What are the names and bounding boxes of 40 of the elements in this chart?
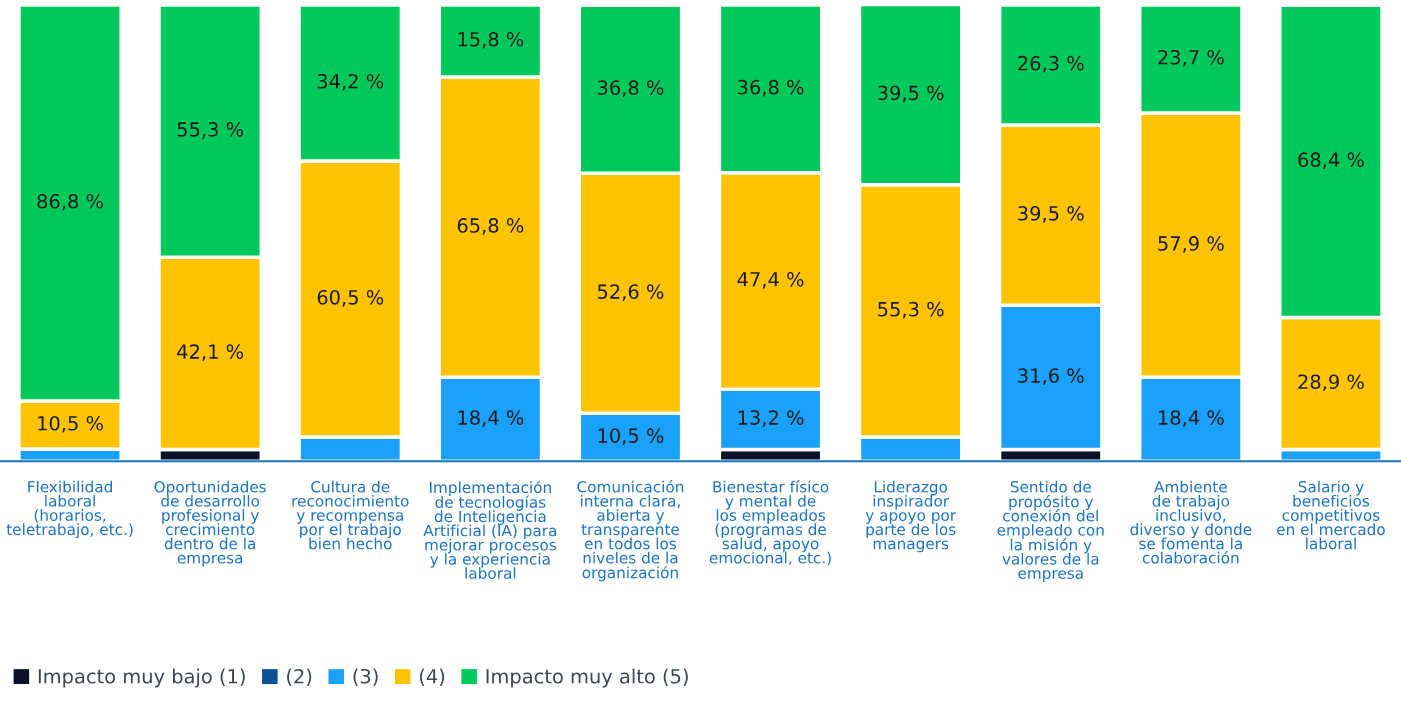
data-label: 86,8 % xyxy=(37,193,103,211)
x-tick-label: Oportunidades de desarrollo profesional y crecimiento dentro de la empresa xyxy=(154,480,266,567)
legend-label: (3) xyxy=(353,668,378,686)
legend-label: (2) xyxy=(287,668,312,686)
data-label: 36,8 % xyxy=(597,80,664,97)
data-label: 15,8 % xyxy=(458,31,524,49)
data-label: 31,6 % xyxy=(1018,368,1084,385)
x-tick-label: Salario y beneficios competitivos en el mercado laboral xyxy=(1277,480,1385,550)
data-label: 13,2 % xyxy=(738,410,804,427)
data-label: 47,4 % xyxy=(737,271,804,289)
data-label: 36,8 % xyxy=(738,79,804,97)
data-label: 65,8 % xyxy=(457,218,524,235)
data-label: 28,9 % xyxy=(1298,374,1364,392)
legend-label: Impacto muy alto (5) xyxy=(486,668,688,688)
data-label: 34,2 % xyxy=(317,73,384,91)
data-label: 23,7 % xyxy=(1158,49,1224,67)
data-label: 18,4 % xyxy=(1159,410,1224,427)
x-tick-label: Sentido de propósito y conexión del empleado con la misión y valores de la empresa xyxy=(997,480,1104,582)
x-tick-label: Comunicación interna clara, abierta y transparente en todos los niveles de la organización xyxy=(577,480,684,582)
data-label: 68,4 % xyxy=(1298,152,1364,170)
x-tick-label: Ambiente de trabajo inclusivo, diverso y donde se fomenta la colaboración xyxy=(1130,480,1252,564)
x-tick-label: Liderazgo inspirador y apoyo por parte de los managers xyxy=(865,480,957,553)
x-tick-label: Implementación de tecnologías de Inteligencia Artificial (IA) para mejorar procesos y la experiencia laboral xyxy=(423,480,557,579)
data-label: 26,3 % xyxy=(1018,55,1084,73)
legend-label: Impacto muy bajo (1) xyxy=(38,668,245,688)
data-label: 55,3 % xyxy=(878,301,944,319)
x-tick-label: Bienestar físico y mental de los empleados (programas de salud, apoyo emocional, etc.) xyxy=(709,480,831,566)
legend-label: (4) xyxy=(419,668,445,686)
data-label: 39,5 % xyxy=(1018,205,1084,223)
x-tick-label: Cultura de reconocimiento y recompensa por el trabajo bien hecho xyxy=(292,480,409,550)
data-label: 57,9 % xyxy=(1158,236,1224,253)
data-label: 10,5 % xyxy=(38,415,103,433)
data-label: 42,1 % xyxy=(177,344,244,361)
data-label: 52,6 % xyxy=(597,284,664,301)
x-tick-label: Flexibilidad laboral (horarios, teletrabajo, etc.) xyxy=(6,480,133,539)
data-label: 39,5 % xyxy=(878,85,944,103)
data-label: 10,5 % xyxy=(598,428,664,445)
data-label: 60,5 % xyxy=(317,289,384,307)
data-label: 18,4 % xyxy=(458,410,524,427)
data-label: 55,3 % xyxy=(177,122,244,139)
